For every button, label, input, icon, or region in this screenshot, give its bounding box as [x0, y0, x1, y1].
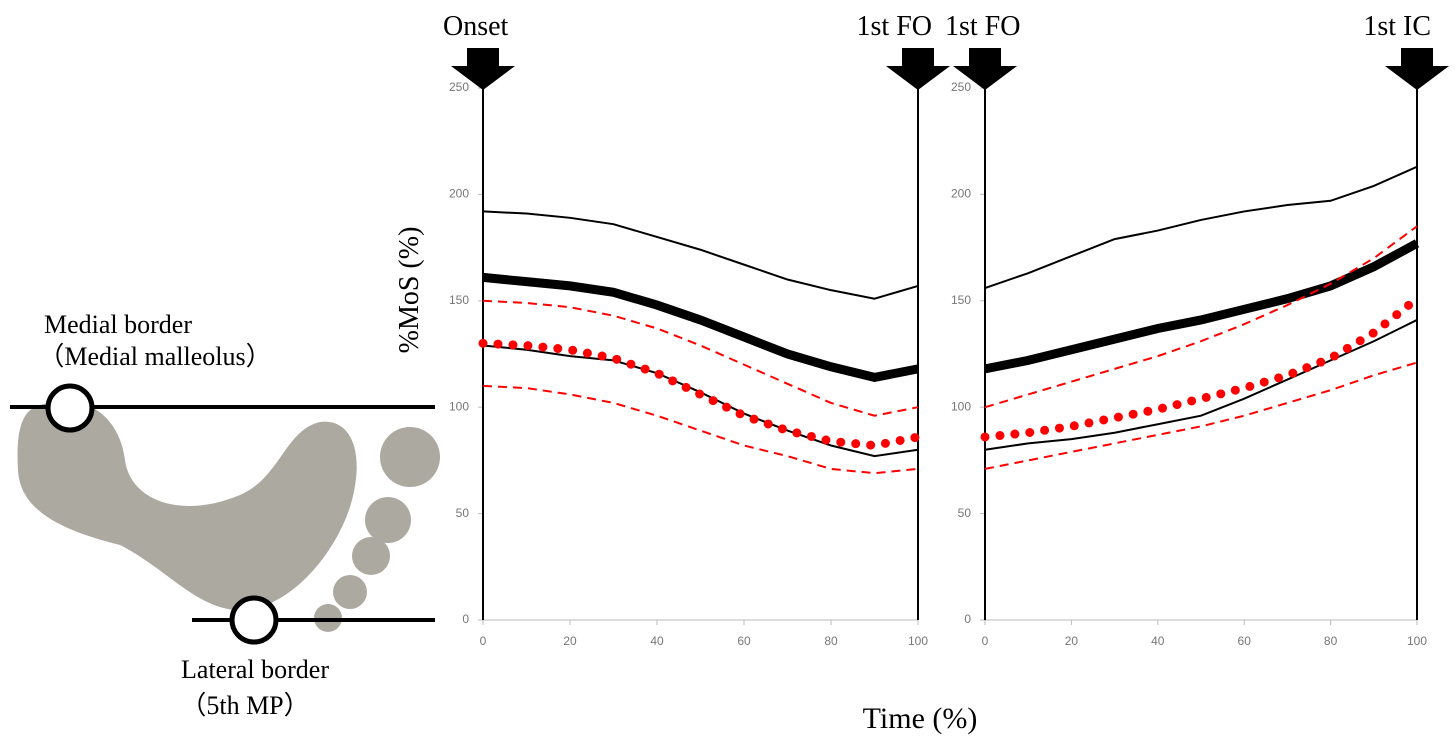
series-line — [984, 239, 1420, 374]
medial-marker — [45, 383, 95, 433]
lateral-sub: （5th MP） — [180, 691, 309, 720]
x-tick-label: 80 — [1324, 634, 1338, 648]
medial-label: Medial border — [44, 310, 192, 339]
y-tick-label: 200 — [449, 187, 469, 201]
x-tick-label: 60 — [737, 634, 751, 648]
series-line — [984, 225, 1418, 409]
x-axis-label: Time (%) — [863, 702, 978, 735]
toe — [333, 575, 367, 609]
foot-diagram: Medial border （Medial malleolus） Lateral… — [10, 310, 440, 720]
series-line — [482, 344, 919, 458]
event-label: 1st IC — [1363, 11, 1431, 42]
series-line — [984, 319, 1418, 451]
x-tick-label: 60 — [1238, 634, 1252, 648]
series-line — [482, 210, 919, 300]
y-tick-label: 100 — [951, 399, 971, 413]
x-tick-label: 80 — [824, 634, 838, 648]
x-tick-label: 0 — [480, 634, 487, 648]
series-line — [482, 299, 919, 417]
series-line — [478, 338, 923, 451]
x-tick-label: 20 — [563, 634, 577, 648]
lateral-label: Lateral border — [181, 655, 329, 684]
series-line — [482, 384, 919, 475]
event-arrow — [953, 48, 1017, 90]
y-tick-label: 50 — [958, 506, 972, 520]
y-tick-label: 250 — [951, 80, 971, 94]
y-tick-label: 250 — [449, 80, 469, 94]
x-tick-label: 40 — [650, 634, 664, 648]
toe — [365, 497, 411, 543]
medial-sub: （Medial malleolus） — [38, 342, 271, 371]
y-tick-label: 200 — [951, 187, 971, 201]
event-arrow — [886, 48, 950, 90]
toe — [380, 427, 440, 487]
x-tick-label: 20 — [1065, 634, 1079, 648]
y-tick-label: 50 — [456, 506, 470, 520]
foot-sole — [17, 401, 357, 611]
series-line — [984, 165, 1418, 289]
event-arrow — [1385, 48, 1449, 90]
event-label: 1st FO — [945, 11, 1020, 42]
event-arrow — [451, 48, 515, 90]
series-line — [482, 272, 919, 383]
x-tick-label: 100 — [908, 634, 928, 648]
series-line — [980, 294, 1422, 442]
y-tick-label: 0 — [964, 612, 971, 626]
y-tick-label: 150 — [951, 293, 971, 307]
y-tick-label: 0 — [462, 612, 469, 626]
lateral-marker — [229, 595, 279, 645]
event-label: 1st FO — [857, 11, 932, 42]
toe — [352, 537, 390, 575]
y-axis-label: %MoS (%) — [394, 227, 425, 354]
y-tick-label: 150 — [449, 293, 469, 307]
y-tick-label: 100 — [449, 399, 469, 413]
event-label: Onset — [443, 11, 509, 42]
x-tick-label: 40 — [1151, 634, 1165, 648]
x-tick-label: 100 — [1407, 634, 1427, 648]
x-tick-label: 0 — [982, 634, 989, 648]
